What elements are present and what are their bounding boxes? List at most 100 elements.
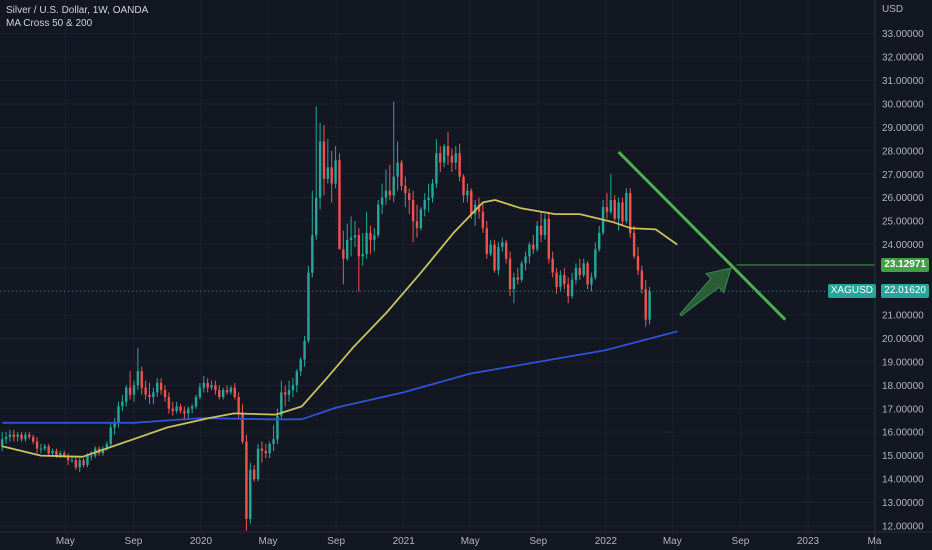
- time-tick-label: Ma: [868, 536, 882, 547]
- candle-body: [194, 397, 198, 407]
- candle-body: [31, 436, 35, 442]
- candle-body: [590, 277, 593, 285]
- candle-body: [427, 197, 430, 201]
- candle-body: [12, 434, 16, 437]
- candle-body: [268, 443, 271, 454]
- candle-body: [377, 204, 380, 236]
- candle-body: [629, 193, 632, 233]
- candle-body: [532, 244, 535, 250]
- indicator-title[interactable]: MA Cross 50 & 200: [6, 18, 93, 29]
- candle-body: [82, 460, 85, 466]
- candle-body: [361, 253, 364, 257]
- symbol-title[interactable]: Silver / U.S. Dollar, 1W, OANDA: [6, 5, 149, 16]
- candle-body: [586, 263, 589, 285]
- target-price-tag: 23.12971: [881, 258, 929, 272]
- candle-body: [24, 434, 27, 440]
- candle-body: [206, 382, 209, 388]
- descending-trendline[interactable]: [617, 150, 787, 321]
- price-tick-label: 33.00000: [882, 29, 924, 40]
- candle-body: [105, 443, 109, 449]
- time-axis[interactable]: May Sep 2020 May Sep 2021 May Sep 2022 May Sep 2023…: [0, 531, 932, 547]
- candle-body: [260, 448, 264, 451]
- candle-body: [442, 146, 446, 163]
- candle-body: [504, 242, 508, 259]
- candle-body: [148, 394, 151, 398]
- candle-body: [175, 406, 178, 412]
- candle-body: [582, 263, 585, 276]
- ma50-line: [1, 199, 678, 458]
- candle-body: [435, 153, 438, 184]
- candle-body: [136, 371, 140, 386]
- candle-body: [466, 190, 469, 196]
- price-tick-label: 20.00000: [882, 334, 924, 345]
- candle-body: [342, 249, 345, 259]
- candle-body: [512, 277, 516, 290]
- time-tick-label: Sep: [732, 536, 750, 547]
- candle-body: [357, 235, 361, 257]
- candle-body: [349, 237, 353, 240]
- candle-body: [78, 460, 81, 468]
- candle-body: [59, 453, 62, 456]
- target-arrow[interactable]: [679, 267, 732, 317]
- candlestick-series: [0, 101, 651, 531]
- candle-body: [520, 263, 523, 280]
- candle-body: [411, 200, 415, 222]
- candle-body: [431, 183, 434, 198]
- candle-body: [86, 455, 89, 466]
- symbol-tag: XAGUSD: [827, 284, 876, 299]
- candle-body: [439, 153, 442, 163]
- candle-body: [159, 382, 163, 390]
- candle-body: [563, 275, 566, 285]
- chart-drawings: [0, 150, 875, 321]
- candle-body: [252, 469, 256, 480]
- candle-body: [396, 162, 399, 177]
- candle-body: [74, 460, 78, 468]
- time-tick-label: 2021: [393, 536, 416, 547]
- price-tick-label: 15.00000: [882, 451, 924, 462]
- candle-body: [470, 190, 473, 215]
- time-tick-label: May: [461, 536, 480, 547]
- candle-body: [636, 256, 640, 271]
- candle-body: [0, 439, 4, 447]
- candle-body: [311, 235, 314, 273]
- candle-body: [346, 239, 349, 259]
- candle-body: [125, 387, 128, 402]
- candle-body: [450, 155, 454, 163]
- currency-label: USD: [882, 4, 903, 15]
- price-tick-label: 19.00000: [882, 357, 924, 368]
- price-tick-label: 30.00000: [882, 99, 924, 110]
- candle-body: [39, 448, 43, 450]
- candle-body: [47, 446, 50, 454]
- candle-body: [214, 385, 217, 390]
- candle-body: [229, 387, 233, 393]
- candle-body: [16, 434, 19, 437]
- candle-body: [167, 397, 171, 409]
- candle-body: [187, 408, 190, 414]
- candle-body: [330, 167, 333, 184]
- candle-body: [508, 258, 512, 290]
- candle-body: [408, 193, 411, 201]
- candle-body: [605, 207, 609, 212]
- price-tick-label: 17.00000: [882, 404, 924, 415]
- candle-body: [132, 385, 136, 395]
- candle-body: [237, 397, 240, 414]
- price-tick-label: 25.00000: [882, 217, 924, 228]
- price-tick-label: 28.00000: [882, 146, 924, 157]
- candle-body: [551, 258, 554, 273]
- candle-body: [369, 232, 372, 240]
- candle-body: [51, 450, 54, 454]
- ma200-line: [2, 330, 678, 424]
- price-tick-label: 29.00000: [882, 123, 924, 134]
- candle-body: [555, 272, 558, 287]
- candle-body: [221, 389, 225, 398]
- candle-body: [218, 389, 221, 398]
- time-tick-label: May: [56, 536, 75, 547]
- candle-body: [462, 176, 465, 196]
- candle-body: [287, 389, 291, 395]
- time-tick-label: Sep: [125, 536, 143, 547]
- candle-body: [373, 235, 376, 240]
- candle-body: [594, 249, 597, 278]
- candle-body: [35, 441, 39, 449]
